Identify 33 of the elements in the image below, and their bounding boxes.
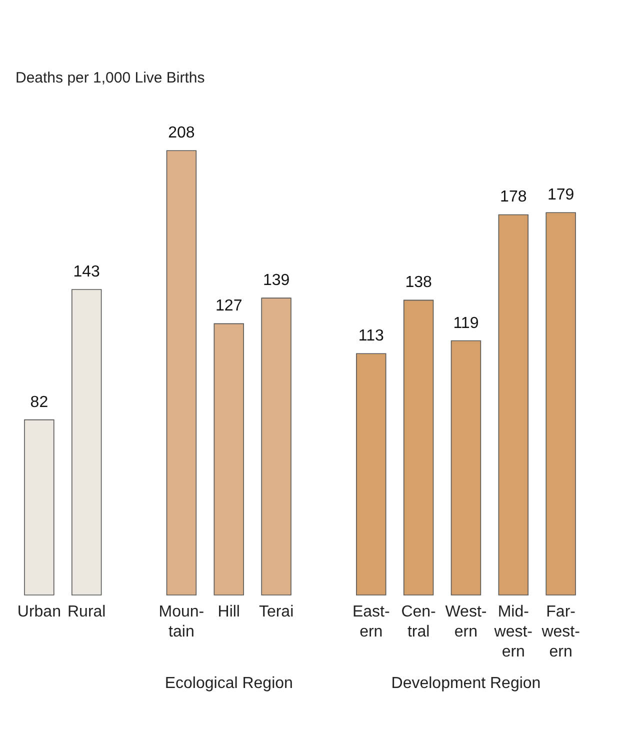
- data-label: 208: [168, 124, 195, 142]
- bar: [546, 212, 576, 596]
- x-tick-label: Terai: [258, 604, 294, 620]
- x-tick-label: Moun- tain: [158, 604, 204, 640]
- data-label: 138: [405, 274, 432, 292]
- x-tick-label: Cen- tral: [401, 604, 436, 640]
- bar: [24, 419, 54, 596]
- data-label: 179: [547, 186, 574, 204]
- x-tick-label: Urban: [17, 604, 61, 620]
- text: Ecological Region: [164, 675, 293, 692]
- x-tick-label: Rural: [67, 604, 106, 620]
- data-label: 113: [358, 328, 384, 345]
- bar: [403, 300, 434, 596]
- x-tick-label: Hill: [218, 604, 240, 620]
- y-axis-title: Deaths per 1,000 Live Births: [16, 70, 205, 86]
- bar: [261, 298, 292, 596]
- data-label: 119: [453, 314, 479, 332]
- x-tick-label: Mid- west- ern: [493, 604, 533, 660]
- data-label: 143: [73, 264, 100, 280]
- data-label: 82: [30, 394, 48, 411]
- x-tick-label: Far- west- ern: [540, 604, 580, 660]
- bar: [498, 214, 528, 596]
- data-label: 178: [500, 188, 527, 206]
- x-tick-label: East- ern: [352, 604, 390, 640]
- bar: [356, 353, 386, 596]
- bar: [72, 289, 102, 596]
- x-tick-label: West- ern: [445, 604, 487, 640]
- data-label: 127: [216, 298, 242, 315]
- bar: [450, 340, 482, 596]
- data-label: 139: [262, 272, 290, 290]
- text: Development Region: [391, 675, 541, 692]
- bar: [166, 150, 197, 596]
- bar: [214, 323, 244, 596]
